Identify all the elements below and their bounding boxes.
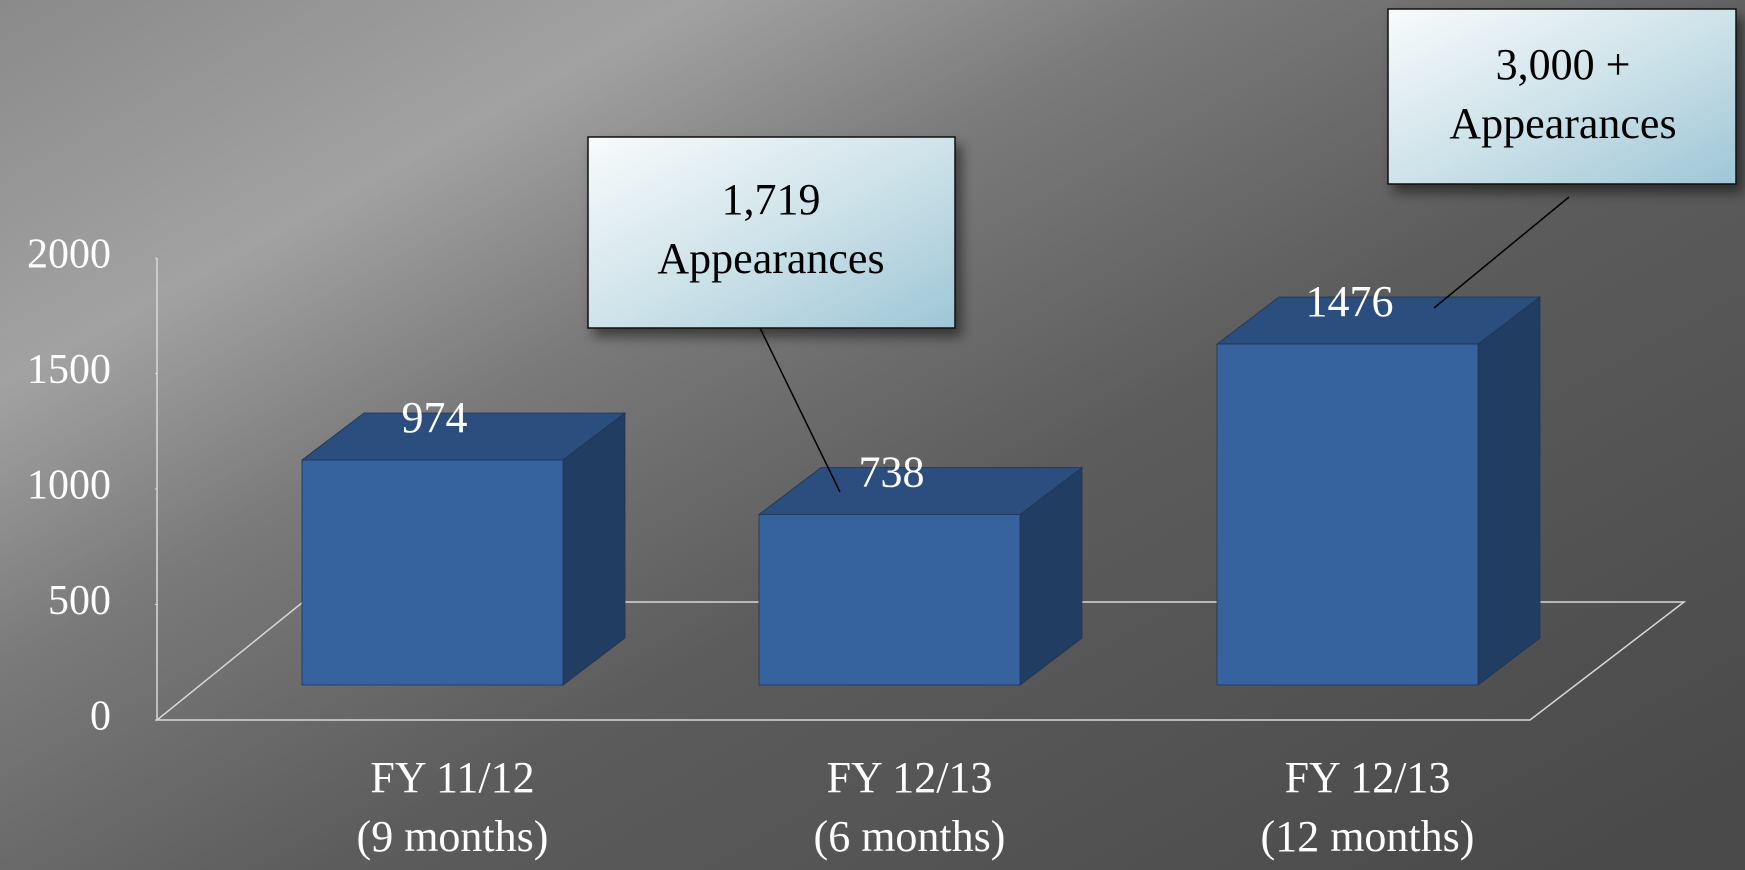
bar-side bbox=[562, 412, 626, 686]
x-tick-label: FY 12/13 bbox=[1285, 753, 1451, 802]
data-label: 738 bbox=[859, 448, 925, 497]
callout-box bbox=[587, 136, 956, 329]
y-tick-label: 2000 bbox=[27, 232, 111, 278]
bar bbox=[758, 514, 1021, 686]
y-tick-label: 1500 bbox=[27, 347, 111, 393]
bar-side bbox=[1477, 296, 1541, 686]
callout-line bbox=[759, 327, 841, 493]
y-tick-label: 0 bbox=[90, 694, 111, 740]
callout-text: Appearances bbox=[1449, 99, 1676, 148]
callout-text: 1,719 bbox=[722, 175, 821, 224]
callout-text: 3,000 + bbox=[1496, 40, 1631, 89]
data-label: 1476 bbox=[1306, 277, 1394, 326]
x-tick-label: FY 12/13 bbox=[827, 753, 993, 802]
y-tick-label: 1000 bbox=[27, 463, 111, 509]
callout-line bbox=[1433, 196, 1570, 309]
x-tick-label: (9 months) bbox=[357, 812, 549, 861]
floor bbox=[154, 601, 1687, 721]
x-tick-label: FY 11/12 bbox=[370, 753, 534, 802]
y-tick-label: 500 bbox=[48, 578, 111, 624]
callout-box bbox=[1387, 8, 1737, 185]
callout-text: Appearances bbox=[657, 234, 884, 283]
bar bbox=[1216, 343, 1479, 686]
x-tick-label: (12 months) bbox=[1261, 812, 1475, 861]
x-tick-label: (6 months) bbox=[814, 812, 1006, 861]
bar bbox=[301, 459, 564, 686]
data-label: 974 bbox=[402, 393, 468, 442]
plot: 0 500 1000 1500 2000 974 FY 11/12 (9 months) 738… bbox=[27, 8, 1737, 861]
